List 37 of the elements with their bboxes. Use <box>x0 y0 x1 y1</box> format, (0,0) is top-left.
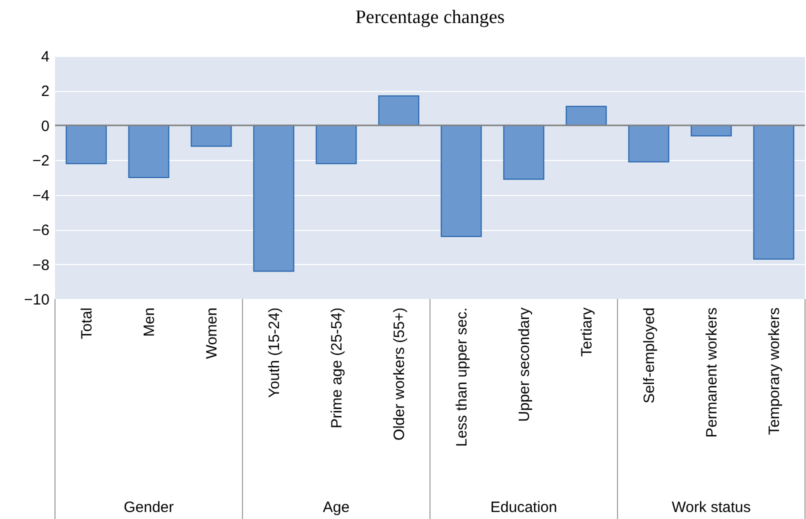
bar <box>628 124 670 162</box>
bar <box>503 124 544 180</box>
x-tick-label: Total <box>78 308 96 340</box>
x-tick-label: Tertiary <box>578 307 596 357</box>
bar <box>566 106 607 126</box>
y-tick-label: 2 <box>41 83 50 100</box>
y-tick-label: 4 <box>41 48 50 66</box>
x-tick-label: Women <box>203 308 220 359</box>
x-tick-label: Upper secondary <box>516 307 533 422</box>
chart-title: Percentage changes <box>355 7 505 28</box>
y-tick-label: −8 <box>32 256 50 274</box>
x-tick-label: Older workers (55+) <box>390 308 408 440</box>
y-tick-label: −4 <box>32 187 50 204</box>
y-tick-label: −2 <box>32 152 50 170</box>
x-tick-label: Prime age (25-54) <box>328 308 346 428</box>
bar <box>440 124 482 238</box>
bar <box>253 124 294 272</box>
y-tick-label: −10 <box>24 292 50 308</box>
text: Age <box>322 499 350 516</box>
x-tick-label: Temporary workers <box>766 308 783 436</box>
bar <box>690 124 732 136</box>
bar <box>316 124 357 164</box>
x-tick-label: Permanent workers <box>703 308 720 438</box>
text: Gender <box>124 499 174 516</box>
y-tick-label: 0 <box>41 118 50 135</box>
text: Work status <box>672 499 751 516</box>
x-tick-label: Less than upper sec. <box>453 308 470 447</box>
x-tick-label: Youth (15-24) <box>266 308 283 398</box>
bar <box>378 95 420 126</box>
bar <box>66 124 107 164</box>
x-tick-label: Self-employed <box>640 308 658 404</box>
bar <box>128 124 170 178</box>
bar <box>753 124 794 260</box>
text: Education <box>490 499 558 516</box>
bar <box>190 124 232 147</box>
x-tick-label: Men <box>140 308 158 337</box>
y-tick-label: −6 <box>32 222 50 240</box>
